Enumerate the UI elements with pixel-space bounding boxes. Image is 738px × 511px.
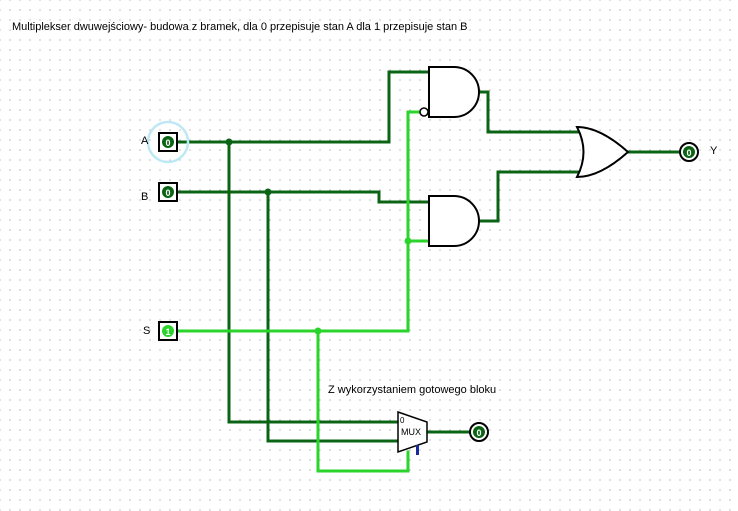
output-y-value: 0 <box>686 148 691 158</box>
and-gate-1[interactable] <box>428 66 480 118</box>
input-s-label: S <box>143 325 151 337</box>
wire-and1-out[interactable] <box>476 90 585 134</box>
mux-select-pin <box>416 445 419 455</box>
input-pin-b[interactable]: 0 <box>158 182 178 202</box>
input-s-value: 1 <box>165 327 170 337</box>
output-y-label: Y <box>710 145 718 157</box>
wire-b-down[interactable] <box>266 190 400 443</box>
wire-and2-out[interactable] <box>476 170 585 223</box>
wire-a-down[interactable] <box>227 140 400 424</box>
output-pin-mux[interactable]: 0 <box>469 422 489 442</box>
mux-select0-label: 0 <box>400 416 405 425</box>
wire-b[interactable] <box>175 190 431 204</box>
junction-b <box>264 188 272 196</box>
wire-a[interactable] <box>175 70 431 144</box>
wire-s[interactable] <box>175 110 421 333</box>
wire-s-down[interactable] <box>316 329 410 473</box>
input-pin-s[interactable]: 1 <box>158 321 178 341</box>
mux-block[interactable] <box>397 410 428 454</box>
and-gate-2[interactable] <box>428 195 480 247</box>
subtitle-label: Z wykorzystaniem gotowego bloku <box>328 384 497 396</box>
circuit-title: Multiplekser dwuwejściowy- budowa z bram… <box>12 21 468 33</box>
junction-a <box>225 138 233 146</box>
inverter-bubble <box>419 107 429 117</box>
input-a-value: 0 <box>165 138 170 148</box>
output-pin-y[interactable]: 0 <box>679 142 699 162</box>
output-mux-value: 0 <box>476 428 481 438</box>
junction-s <box>314 327 322 335</box>
junction-s-and2 <box>404 237 412 245</box>
input-b-label: B <box>141 191 149 203</box>
input-a-label: A <box>141 135 149 147</box>
input-pin-a[interactable]: 0 <box>158 132 178 152</box>
input-b-value: 0 <box>165 188 170 198</box>
selection-halo <box>146 120 190 164</box>
mux-label: MUX <box>401 427 421 437</box>
or-gate[interactable] <box>575 125 630 179</box>
